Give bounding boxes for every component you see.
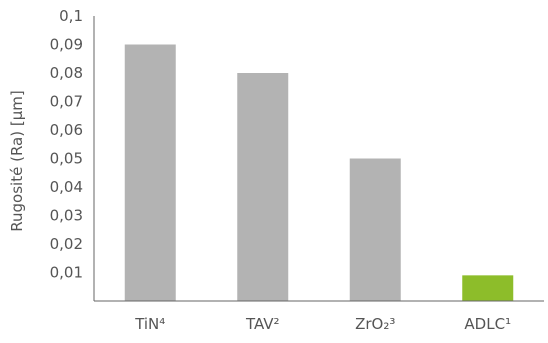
y-tick-label: 0,06 <box>50 121 83 139</box>
x-tick-label: ZrO₂³ <box>355 315 395 333</box>
y-tick-label: 0,05 <box>50 150 83 168</box>
x-tick-labels: TiN⁴ TAV² ZrO₂³ ADLC¹ <box>134 315 511 333</box>
x-tick-label: ADLC¹ <box>464 315 511 333</box>
bar-3 <box>349 158 401 301</box>
bar-2 <box>237 73 289 301</box>
y-tick-label: 0,01 <box>50 264 83 282</box>
y-tick-label: 0,07 <box>50 93 83 111</box>
bars <box>124 44 514 301</box>
y-tick-label: 0,02 <box>50 235 83 253</box>
y-tick-label: 0,08 <box>50 64 83 82</box>
bar-4 <box>462 275 514 301</box>
y-tick-label: 0,1 <box>59 7 83 25</box>
x-tick-label: TAV² <box>245 315 280 333</box>
y-tick-labels: 0,01 0,02 0,03 0,04 0,05 0,06 0,07 0,08 0,09 0,1 <box>50 7 83 282</box>
y-tick-label: 0,03 <box>50 207 83 225</box>
y-tick-label: 0,04 <box>50 178 83 196</box>
x-tick-label: TiN⁴ <box>134 315 165 333</box>
bar-1 <box>124 44 176 301</box>
y-axis-title: Rugosité (Ra) [µm] <box>8 90 26 231</box>
y-tick-label: 0,09 <box>50 36 83 54</box>
